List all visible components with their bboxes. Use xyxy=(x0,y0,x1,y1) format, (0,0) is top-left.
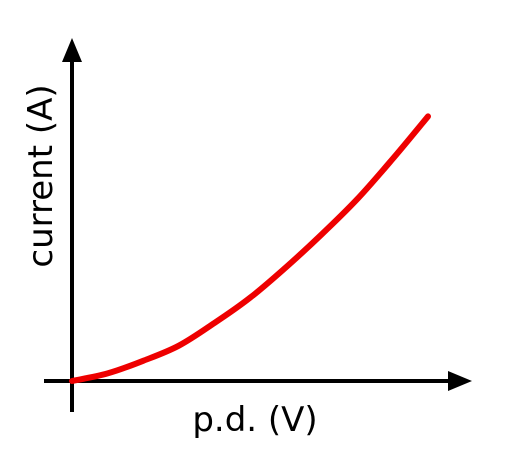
x-axis-arrow xyxy=(448,371,472,391)
x-axis-label: p.d. (V) xyxy=(192,400,317,440)
series-line xyxy=(69,113,431,384)
y-axis-arrow xyxy=(62,38,82,62)
y-axis-label: current (A) xyxy=(21,84,61,267)
